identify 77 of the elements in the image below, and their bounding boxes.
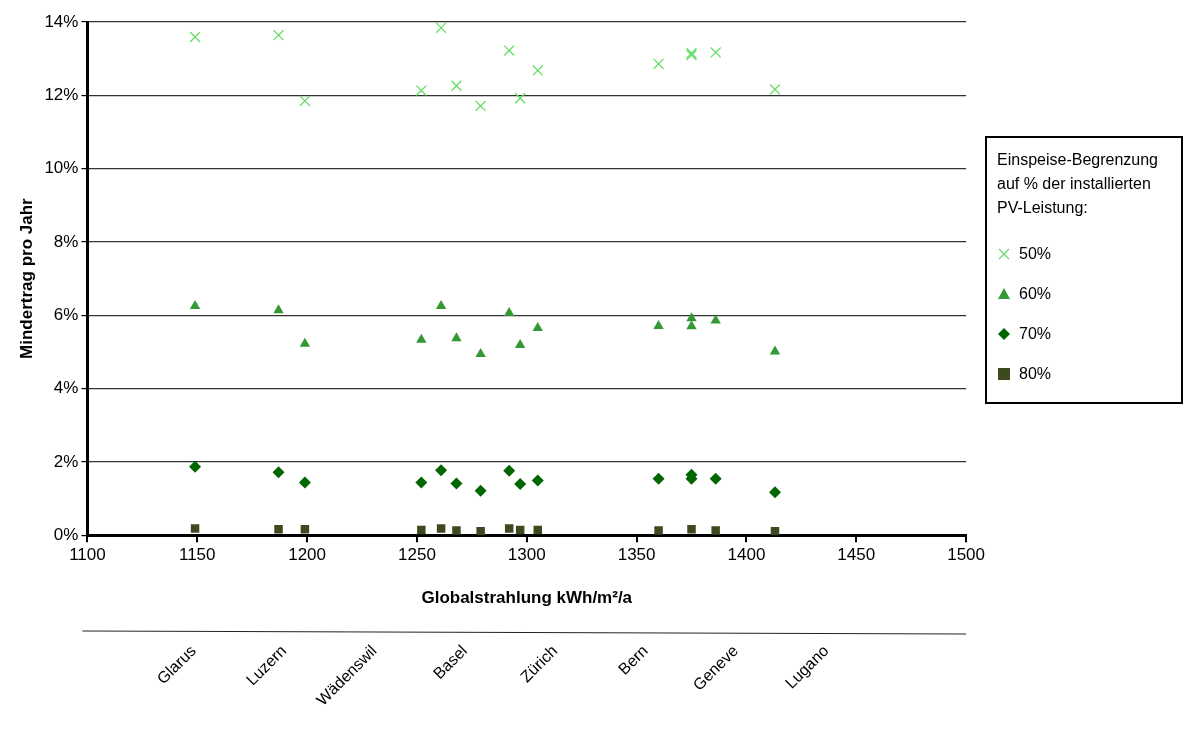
y-tick-label: 6% <box>53 304 79 324</box>
point <box>474 484 487 497</box>
point <box>416 333 427 343</box>
point <box>711 526 720 535</box>
point <box>514 477 527 490</box>
point <box>189 300 201 310</box>
point <box>190 524 200 533</box>
point <box>300 525 310 534</box>
x-tick-label: 1300 <box>507 545 546 565</box>
point <box>709 472 722 485</box>
x-tick-label: 1150 <box>178 545 216 565</box>
x-tick-label: 1500 <box>947 545 985 565</box>
x-tick-label: 1350 <box>617 545 656 565</box>
legend-label: 50% <box>1019 244 1052 264</box>
point <box>272 466 285 479</box>
y-tick-label: 0% <box>53 524 79 544</box>
y-tick-label: 14% <box>44 11 79 31</box>
point <box>476 526 485 536</box>
point <box>770 526 780 536</box>
point <box>417 525 426 535</box>
point <box>299 95 311 107</box>
point <box>299 337 311 347</box>
x-tick-label: 1450 <box>837 545 876 565</box>
x-tick-label: 1250 <box>398 545 436 565</box>
point <box>298 476 311 489</box>
point <box>504 524 514 533</box>
point <box>415 476 428 489</box>
legend-label: 80% <box>1019 364 1052 384</box>
point <box>451 332 462 342</box>
point <box>652 58 665 70</box>
point <box>654 526 663 535</box>
point <box>450 80 463 92</box>
point <box>475 100 487 112</box>
y-tick-label: 8% <box>53 231 79 251</box>
point <box>532 64 544 76</box>
point <box>503 464 516 477</box>
point <box>533 525 542 535</box>
point <box>768 486 781 499</box>
point <box>189 31 201 43</box>
point <box>503 44 515 57</box>
point <box>769 83 781 96</box>
point <box>653 319 664 329</box>
point <box>514 92 526 104</box>
x-tick-label: 1400 <box>727 545 766 565</box>
point <box>532 322 543 332</box>
point <box>687 525 696 534</box>
point <box>436 524 446 533</box>
point <box>475 348 486 358</box>
point <box>686 312 697 322</box>
x-tick-label: 1100 <box>69 545 106 565</box>
point <box>273 304 284 314</box>
y-axis-title: Mindertrag pro Jahr <box>16 197 36 359</box>
point <box>531 474 544 487</box>
point <box>514 338 526 348</box>
legend-label: 70% <box>1019 324 1052 344</box>
legend-label: 60% <box>1019 284 1052 304</box>
point <box>189 460 202 473</box>
point <box>450 477 463 490</box>
point <box>710 46 722 59</box>
x-tick-label: 1200 <box>288 545 327 565</box>
point <box>435 464 448 477</box>
legend-title: Einspeise-Begrenzung auf % der installierten PV-Leistung: <box>997 150 1159 218</box>
point <box>435 300 447 310</box>
point <box>503 307 515 317</box>
y-tick-label: 12% <box>44 85 79 104</box>
point <box>274 525 283 534</box>
point <box>686 320 697 330</box>
y-tick-label: 4% <box>53 378 79 398</box>
point <box>415 84 427 97</box>
y-tick-label: 2% <box>53 451 79 471</box>
point <box>652 472 665 485</box>
point <box>435 22 447 34</box>
point <box>272 29 285 41</box>
point <box>769 345 781 355</box>
x-axis-title: Globalstrahlung kWh/m²/a <box>421 588 633 608</box>
y-tick-label: 10% <box>44 158 79 178</box>
point <box>452 526 461 535</box>
